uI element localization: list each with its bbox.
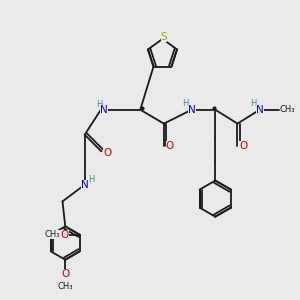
Text: CH₃: CH₃ <box>280 105 295 114</box>
Text: CH₃: CH₃ <box>44 230 60 239</box>
Text: N: N <box>256 105 264 115</box>
Text: H: H <box>88 175 95 184</box>
Text: H: H <box>250 99 257 108</box>
Text: N: N <box>81 180 88 190</box>
Text: S: S <box>160 32 167 43</box>
Text: O: O <box>166 141 174 151</box>
Text: N: N <box>100 105 108 115</box>
Text: N: N <box>188 105 196 115</box>
Text: O: O <box>61 269 69 279</box>
Text: O: O <box>60 230 69 240</box>
Text: H: H <box>182 99 189 108</box>
Text: H: H <box>96 100 102 109</box>
Text: CH₃: CH₃ <box>58 282 73 291</box>
Text: O: O <box>103 148 112 158</box>
Text: O: O <box>239 141 248 151</box>
